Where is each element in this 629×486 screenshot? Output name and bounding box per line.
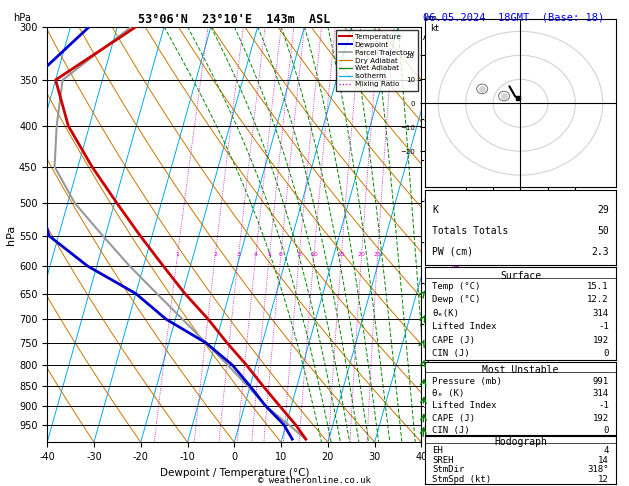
Text: ASL: ASL xyxy=(423,33,440,42)
Text: 06.05.2024  18GMT  (Base: 18): 06.05.2024 18GMT (Base: 18) xyxy=(423,12,604,22)
Text: 25: 25 xyxy=(374,252,382,257)
Text: 0: 0 xyxy=(603,426,609,435)
Text: Most Unstable: Most Unstable xyxy=(482,365,559,375)
Text: 15: 15 xyxy=(338,252,345,257)
Text: 2.3: 2.3 xyxy=(591,247,609,257)
Text: SREH: SREH xyxy=(432,456,454,465)
Text: 14: 14 xyxy=(598,456,609,465)
Text: 314: 314 xyxy=(593,389,609,398)
Text: hPa: hPa xyxy=(13,13,31,22)
Text: -1: -1 xyxy=(598,401,609,411)
Text: CIN (J): CIN (J) xyxy=(432,426,470,435)
X-axis label: Dewpoint / Temperature (°C): Dewpoint / Temperature (°C) xyxy=(160,468,309,478)
Text: 5: 5 xyxy=(267,252,272,257)
Text: 1: 1 xyxy=(175,252,179,257)
Text: 2: 2 xyxy=(423,361,429,369)
Text: 3: 3 xyxy=(237,252,241,257)
Text: 2: 2 xyxy=(213,252,218,257)
Text: Hodograph: Hodograph xyxy=(494,437,547,448)
Y-axis label: hPa: hPa xyxy=(6,225,16,244)
Text: StmDir: StmDir xyxy=(432,466,464,474)
Text: 15.1: 15.1 xyxy=(587,282,609,291)
Text: 4: 4 xyxy=(254,252,258,257)
Text: StmSpd (kt): StmSpd (kt) xyxy=(432,475,491,484)
Text: 6: 6 xyxy=(423,197,429,206)
Text: 20: 20 xyxy=(358,252,365,257)
Text: 8: 8 xyxy=(423,115,429,124)
Text: Totals Totals: Totals Totals xyxy=(432,226,509,236)
Text: CAPE (J): CAPE (J) xyxy=(432,414,476,423)
Legend: Temperature, Dewpoint, Parcel Trajectory, Dry Adiabat, Wet Adiabat, Isotherm, Mi: Temperature, Dewpoint, Parcel Trajectory… xyxy=(336,30,418,91)
Text: K: K xyxy=(432,205,438,215)
Text: 29: 29 xyxy=(597,205,609,215)
Title: 53°06'N  23°10'E  143m  ASL: 53°06'N 23°10'E 143m ASL xyxy=(138,13,330,26)
Text: 4: 4 xyxy=(603,447,609,455)
Text: 12.2: 12.2 xyxy=(587,295,609,304)
Text: 3: 3 xyxy=(423,319,429,329)
Text: Lifted Index: Lifted Index xyxy=(432,401,497,411)
Text: 12: 12 xyxy=(598,475,609,484)
Text: Temp (°C): Temp (°C) xyxy=(432,282,481,291)
Text: θₑ (K): θₑ (K) xyxy=(432,389,464,398)
Text: 192: 192 xyxy=(593,336,609,345)
Text: 991: 991 xyxy=(593,377,609,386)
Text: © weatheronline.co.uk: © weatheronline.co.uk xyxy=(258,476,371,485)
Text: 1: 1 xyxy=(423,401,429,410)
Text: 5: 5 xyxy=(423,238,429,246)
Text: 10: 10 xyxy=(310,252,318,257)
Text: 192: 192 xyxy=(593,414,609,423)
Text: LCL: LCL xyxy=(423,425,440,434)
Text: θₑ(K): θₑ(K) xyxy=(432,309,459,318)
Text: Mixing Ratio (g/kg): Mixing Ratio (g/kg) xyxy=(454,195,462,274)
Text: -1: -1 xyxy=(598,322,609,331)
Text: CIN (J): CIN (J) xyxy=(432,349,470,358)
Text: Surface: Surface xyxy=(500,271,541,281)
Text: 314: 314 xyxy=(593,309,609,318)
Text: PW (cm): PW (cm) xyxy=(432,247,474,257)
Text: 6: 6 xyxy=(279,252,283,257)
Text: 50: 50 xyxy=(597,226,609,236)
Text: 0: 0 xyxy=(603,349,609,358)
Text: Pressure (mb): Pressure (mb) xyxy=(432,377,502,386)
Text: EH: EH xyxy=(432,447,443,455)
Text: km: km xyxy=(423,14,437,22)
Text: CAPE (J): CAPE (J) xyxy=(432,336,476,345)
Text: 318°: 318° xyxy=(587,466,609,474)
Text: kt: kt xyxy=(430,24,439,34)
Text: 7: 7 xyxy=(423,156,429,165)
Text: 4: 4 xyxy=(423,278,429,288)
Text: Lifted Index: Lifted Index xyxy=(432,322,497,331)
Text: Dewp (°C): Dewp (°C) xyxy=(432,295,481,304)
Text: 8: 8 xyxy=(298,252,301,257)
